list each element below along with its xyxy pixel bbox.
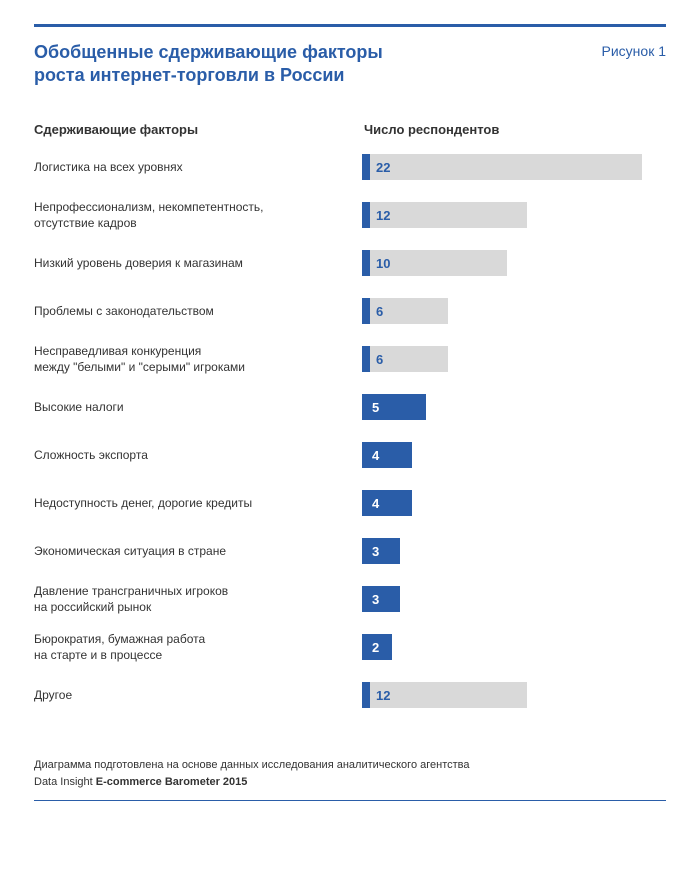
row-bar: 3 — [354, 538, 666, 564]
row-label: Высокие налоги — [34, 399, 354, 415]
row-label: Недоступность денег, дорогие кредиты — [34, 495, 354, 511]
bar-value: 22 — [376, 154, 390, 180]
row-label: Несправедливая конкуренциямежду "белыми"… — [34, 343, 354, 375]
column-header-left: Сдерживающие факторы — [34, 122, 354, 137]
bar-value: 6 — [376, 298, 383, 324]
row-bar: 4 — [354, 442, 666, 468]
footer-line2: Data Insight E-commerce Barometer 2015 — [34, 774, 666, 791]
bar-fill: 2 — [362, 634, 392, 660]
row-label: Экономическая ситуация в стране — [34, 543, 354, 559]
row-label: Непрофессионализм, некомпетентность,отсу… — [34, 199, 354, 231]
chart-row: Высокие налоги 5 — [34, 383, 666, 431]
chart-row: Логистика на всех уровнях 22 — [34, 143, 666, 191]
row-label: Логистика на всех уровнях — [34, 159, 354, 175]
column-header-right: Число респондентов — [354, 122, 666, 137]
row-label: Другое — [34, 687, 354, 703]
bar-value: 3 — [362, 544, 379, 559]
bar-value: 4 — [362, 448, 379, 463]
row-bar: 12 — [354, 202, 666, 228]
figure-label: Рисунок 1 — [602, 41, 666, 59]
bar-value: 10 — [376, 250, 390, 276]
chart-container: Обобщенные сдерживающие факторыроста инт… — [0, 0, 700, 821]
row-bar: 6 — [354, 346, 666, 372]
row-bar: 10 — [354, 250, 666, 276]
chart-row: Другое 12 — [34, 671, 666, 719]
footer-source-prefix: Data Insight — [34, 776, 96, 788]
top-rule — [34, 24, 666, 27]
bar-value: 12 — [376, 682, 390, 708]
row-bar: 4 — [354, 490, 666, 516]
chart-rows: Логистика на всех уровнях 22 Непрофессиона… — [34, 143, 666, 719]
row-label: Давление трансграничных игроковна россий… — [34, 583, 354, 615]
row-bar: 5 — [354, 394, 666, 420]
bar-fill: 4 — [362, 442, 412, 468]
row-label: Проблемы с законодательством — [34, 303, 354, 319]
bar-track — [362, 154, 642, 180]
chart-row: Бюрократия, бумажная работана старте и в… — [34, 623, 666, 671]
row-bar: 6 — [354, 298, 666, 324]
bar-value: 5 — [362, 400, 379, 415]
footer-source-bold: E-commerce Barometer 2015 — [96, 776, 248, 788]
bar-value: 6 — [376, 346, 383, 372]
chart-row: Непрофессионализм, некомпетентность,отсу… — [34, 191, 666, 239]
row-bar: 3 — [354, 586, 666, 612]
row-label: Бюрократия, бумажная работана старте и в… — [34, 631, 354, 663]
bar-value: 12 — [376, 202, 390, 228]
footer: Диаграмма подготовлена на основе данных … — [34, 757, 666, 790]
chart-row: Проблемы с законодательством 6 — [34, 287, 666, 335]
bar-fill — [362, 298, 370, 324]
chart-row: Недоступность денег, дорогие кредиты 4 — [34, 479, 666, 527]
bar-value: 2 — [362, 640, 379, 655]
bar-fill: 4 — [362, 490, 412, 516]
columns-header: Сдерживающие факторы Число респондентов — [34, 122, 666, 137]
row-bar: 2 — [354, 634, 666, 660]
chart-row: Экономическая ситуация в стране 3 — [34, 527, 666, 575]
header-row: Обобщенные сдерживающие факторыроста инт… — [34, 41, 666, 86]
bar-track — [362, 346, 448, 372]
bar-fill — [362, 202, 370, 228]
bar-fill — [362, 250, 370, 276]
chart-title: Обобщенные сдерживающие факторыроста инт… — [34, 41, 383, 86]
chart-row: Низкий уровень доверия к магазинам 10 — [34, 239, 666, 287]
chart-row: Несправедливая конкуренциямежду "белыми"… — [34, 335, 666, 383]
row-label: Низкий уровень доверия к магазинам — [34, 255, 354, 271]
chart-row: Давление трансграничных игроковна россий… — [34, 575, 666, 623]
bar-value: 4 — [362, 496, 379, 511]
bar-fill: 3 — [362, 586, 400, 612]
row-label: Сложность экспорта — [34, 447, 354, 463]
bar-fill: 3 — [362, 538, 400, 564]
bar-track — [362, 298, 448, 324]
bar-fill — [362, 346, 370, 372]
chart-row: Сложность экспорта 4 — [34, 431, 666, 479]
bar-fill: 5 — [362, 394, 426, 420]
bottom-rule — [34, 800, 666, 801]
bar-value: 3 — [362, 592, 379, 607]
bar-fill — [362, 154, 370, 180]
row-bar: 22 — [354, 154, 666, 180]
row-bar: 12 — [354, 682, 666, 708]
bar-fill — [362, 682, 370, 708]
footer-line1: Диаграмма подготовлена на основе данных … — [34, 757, 666, 774]
